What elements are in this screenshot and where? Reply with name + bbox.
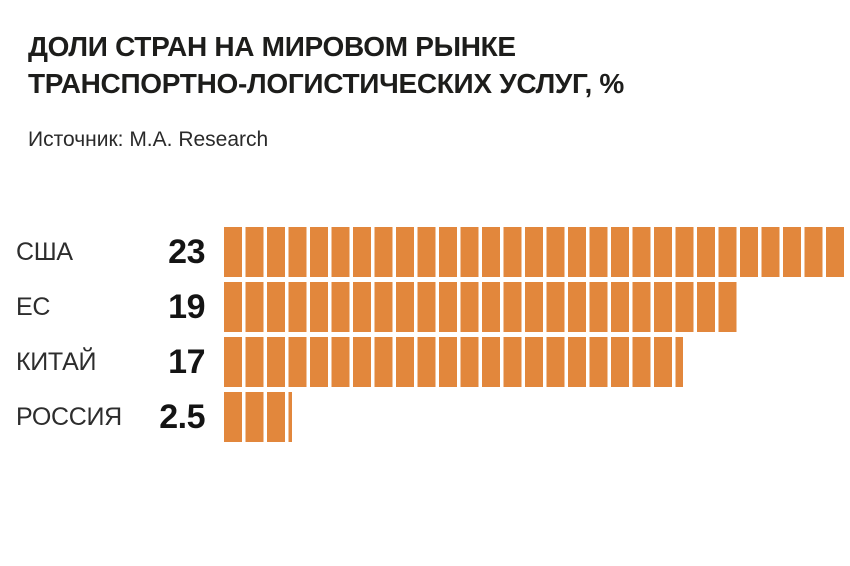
bar-chart-row: КИТАЙ 17	[0, 337, 850, 387]
bar-chart-row: США 23	[0, 227, 850, 277]
country-label: КИТАЙ	[16, 348, 97, 376]
bar-chart: США 23 ЕС 19 КИТАЙ 17 РОССИЯ 2.5	[0, 227, 850, 447]
value-label: 17	[168, 343, 205, 381]
value-label: 2.5	[159, 398, 205, 436]
chart-title-line1: ДОЛИ СТРАН НА МИРОВОМ РЫНКЕ	[28, 31, 516, 62]
country-label: США	[16, 238, 73, 266]
chart-title: ДОЛИ СТРАН НА МИРОВОМ РЫНКЕ ТРАНСПОРТНО-…	[28, 28, 624, 102]
value-label: 23	[168, 233, 205, 271]
bar-segmented	[224, 337, 683, 387]
bar-chart-row: ЕС 19	[0, 282, 850, 332]
country-label: РОССИЯ	[16, 403, 122, 431]
source-caption: Источник: M.A. Research	[28, 128, 269, 151]
bar-segmented	[224, 392, 292, 442]
bar-chart-row: РОССИЯ 2.5	[0, 392, 850, 442]
chart-title-line2: ТРАНСПОРТНО-ЛОГИСТИЧЕСКИХ УСЛУГ, %	[28, 68, 625, 99]
bar-segmented	[224, 227, 845, 277]
value-label: 19	[168, 288, 205, 326]
country-label: ЕС	[16, 293, 51, 321]
bar-segmented	[224, 282, 737, 332]
